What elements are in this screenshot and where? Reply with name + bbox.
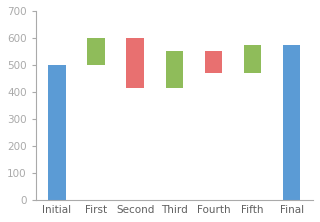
- Bar: [244, 45, 261, 73]
- Bar: [126, 38, 144, 88]
- Bar: [48, 65, 66, 200]
- Bar: [204, 52, 222, 73]
- Bar: [283, 45, 300, 200]
- Bar: [165, 52, 183, 88]
- Bar: [87, 38, 105, 65]
